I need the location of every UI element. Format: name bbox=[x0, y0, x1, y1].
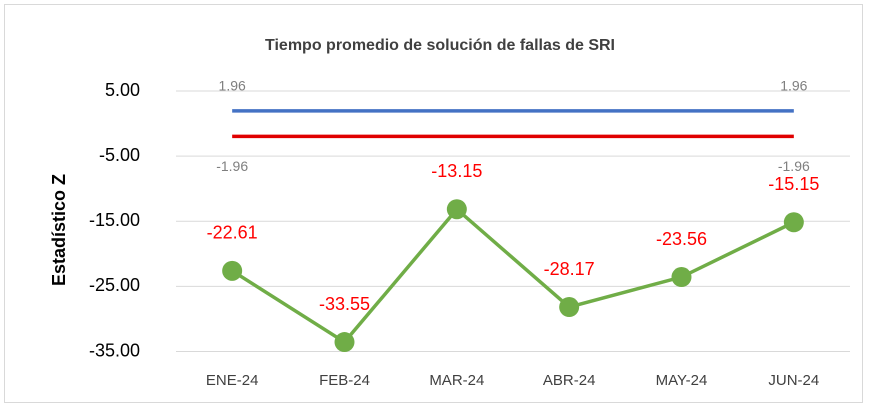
data-label: 1.96 bbox=[780, 78, 807, 94]
marker bbox=[671, 267, 692, 288]
y-axis-title: Estadístico Z bbox=[49, 174, 69, 286]
y-tick-label: -25.00 bbox=[89, 275, 140, 295]
data-label: -13.15 bbox=[431, 161, 482, 181]
x-tick-label: MAY-24 bbox=[656, 372, 708, 389]
data-label: 1.96 bbox=[219, 78, 246, 94]
y-tick-label: -35.00 bbox=[89, 340, 140, 360]
series-line bbox=[231, 206, 795, 345]
y-tick-label: -5.00 bbox=[99, 145, 140, 165]
y-tick-label: 5.00 bbox=[105, 80, 140, 100]
x-tick-label: ABR-24 bbox=[543, 372, 596, 389]
data-label: -28.17 bbox=[544, 259, 595, 279]
marker bbox=[334, 332, 355, 353]
marker bbox=[222, 260, 243, 281]
x-tick-label: FEB-24 bbox=[319, 372, 370, 389]
data-label: -22.61 bbox=[207, 223, 258, 243]
data-label: -23.56 bbox=[656, 229, 707, 249]
x-tick-label: JUN-24 bbox=[768, 372, 819, 389]
x-tick-label: MAR-24 bbox=[429, 372, 484, 389]
marker bbox=[783, 212, 804, 233]
data-label: -15.15 bbox=[768, 174, 819, 194]
data-label: -33.55 bbox=[319, 294, 370, 314]
x-tick-label: ENE-24 bbox=[206, 372, 259, 389]
chart-title: Tiempo promedio de solución de fallas de… bbox=[265, 37, 615, 54]
chart-border bbox=[4, 4, 863, 403]
data-label: -1.96 bbox=[216, 158, 248, 174]
data-label: -1.96 bbox=[778, 158, 810, 174]
marker bbox=[559, 297, 580, 318]
y-tick-label: -15.00 bbox=[89, 210, 140, 230]
marker bbox=[446, 199, 467, 220]
